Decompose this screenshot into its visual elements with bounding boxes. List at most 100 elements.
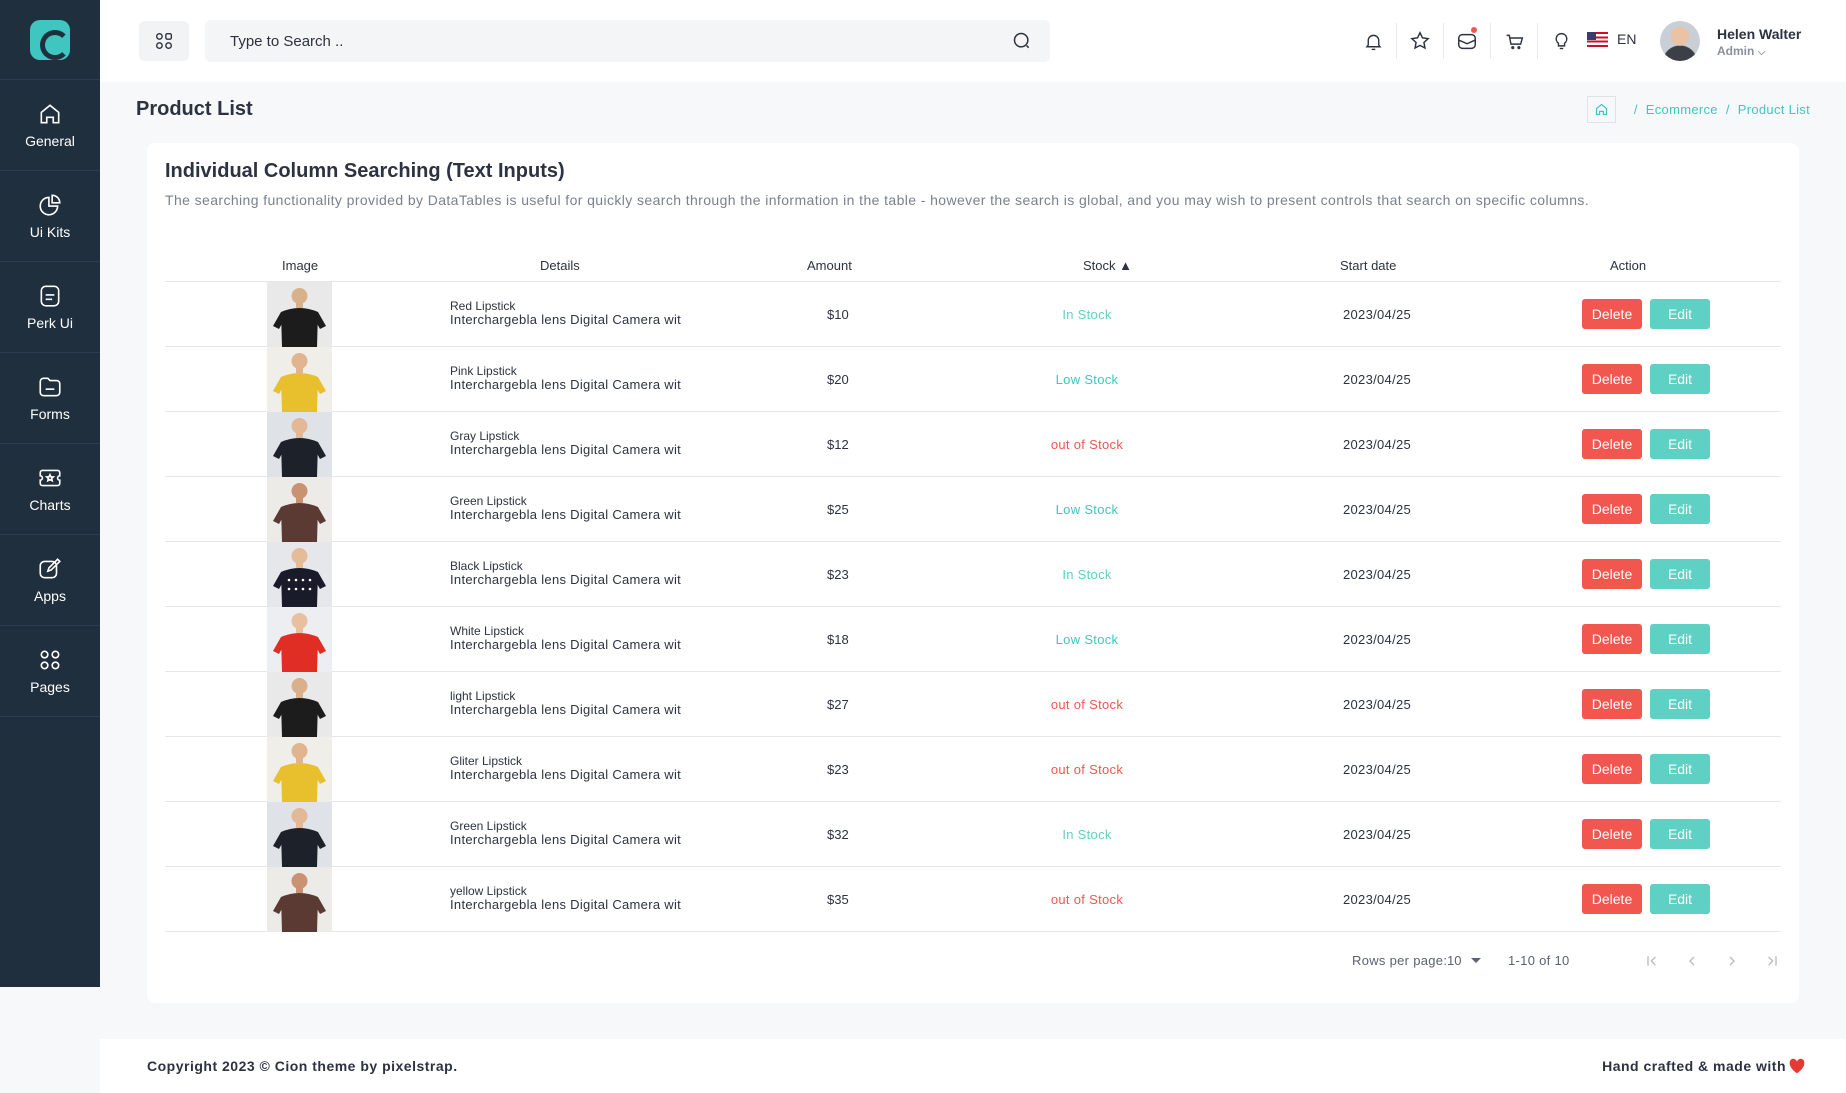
sidebar-item-forms[interactable]: Forms bbox=[0, 353, 100, 444]
lightbulb-icon bbox=[1555, 32, 1568, 49]
user-role-dropdown[interactable]: Admin ⌵ bbox=[1717, 44, 1765, 58]
start-date: 2023/04/25 bbox=[1343, 762, 1412, 777]
delete-button[interactable]: Delete bbox=[1582, 494, 1642, 524]
language-label: EN bbox=[1617, 31, 1637, 47]
edit-button[interactable]: Edit bbox=[1650, 429, 1710, 459]
column-header-start-date[interactable]: Start date bbox=[1340, 258, 1397, 273]
product-table: Image Details Amount Stock ▲ Start date … bbox=[165, 248, 1781, 932]
footer-made-with: Hand crafted & made with bbox=[1602, 1058, 1806, 1074]
sidebar-item-perk-ui[interactable]: Perk Ui bbox=[0, 262, 100, 353]
product-details: light Lipstick Interchargebla lens Digit… bbox=[450, 690, 682, 717]
delete-button[interactable]: Delete bbox=[1582, 559, 1642, 589]
column-header-action: Action bbox=[1610, 258, 1647, 273]
ideas-button[interactable] bbox=[1538, 23, 1585, 59]
avatar[interactable] bbox=[1660, 21, 1700, 61]
delete-button[interactable]: Delete bbox=[1582, 819, 1642, 849]
product-description: Interchargebla lens Digital Camera wit bbox=[450, 832, 682, 847]
product-image bbox=[267, 282, 332, 347]
caret-down-icon[interactable] bbox=[1471, 958, 1481, 963]
sidebar-item-label: Ui Kits bbox=[29, 224, 71, 240]
edit-button[interactable]: Edit bbox=[1650, 364, 1710, 394]
edit-button[interactable]: Edit bbox=[1650, 819, 1710, 849]
breadcrumb-product-list: Product List bbox=[1737, 102, 1810, 117]
search-bar bbox=[205, 20, 1050, 62]
home-icon bbox=[1595, 103, 1607, 116]
edit-button[interactable]: Edit bbox=[1650, 689, 1710, 719]
page-title: Product List bbox=[136, 98, 253, 120]
messages-button[interactable] bbox=[1444, 23, 1491, 59]
search-icon[interactable] bbox=[1012, 31, 1032, 51]
table-body: Red Lipstick Interchargebla lens Digital… bbox=[165, 282, 1781, 932]
app-logo[interactable] bbox=[0, 0, 100, 80]
sidebar-item-apps[interactable]: Apps bbox=[0, 535, 100, 626]
pagination-range: 1-10 of 10 bbox=[1508, 953, 1570, 968]
breadcrumb-home[interactable] bbox=[1586, 96, 1616, 123]
sidebar-item-pages[interactable]: Pages bbox=[0, 626, 100, 717]
start-date: 2023/04/25 bbox=[1343, 307, 1412, 322]
folder-icon bbox=[39, 377, 61, 397]
product-amount: $25 bbox=[827, 502, 849, 517]
column-header-amount[interactable]: Amount bbox=[807, 258, 852, 273]
stock-status: Low Stock bbox=[1055, 632, 1119, 647]
cart-button[interactable] bbox=[1491, 23, 1538, 59]
logo-icon bbox=[30, 19, 70, 60]
first-page-icon bbox=[1647, 956, 1656, 966]
first-page-button[interactable] bbox=[1641, 950, 1663, 972]
delete-button[interactable]: Delete bbox=[1582, 689, 1642, 719]
product-description: Interchargebla lens Digital Camera wit bbox=[450, 637, 682, 652]
apps-grid-button[interactable] bbox=[139, 21, 189, 61]
delete-button[interactable]: Delete bbox=[1582, 884, 1642, 914]
chevron-left-icon bbox=[1689, 956, 1695, 966]
previous-page-button[interactable] bbox=[1681, 950, 1703, 972]
favorites-button[interactable] bbox=[1397, 23, 1444, 59]
product-description: Interchargebla lens Digital Camera wit bbox=[450, 702, 682, 717]
edit-button[interactable]: Edit bbox=[1650, 299, 1710, 329]
delete-button[interactable]: Delete bbox=[1582, 299, 1642, 329]
start-date: 2023/04/25 bbox=[1343, 827, 1412, 842]
header-icons bbox=[1350, 23, 1585, 59]
sidebar-item-label: Apps bbox=[34, 588, 66, 604]
last-page-icon bbox=[1768, 956, 1777, 966]
notifications-button[interactable] bbox=[1350, 23, 1397, 59]
product-details: Gliter Lipstick Interchargebla lens Digi… bbox=[450, 755, 681, 782]
edit-button[interactable]: Edit bbox=[1650, 754, 1710, 784]
sidebar-item-general[interactable]: General bbox=[0, 80, 100, 171]
delete-button[interactable]: Delete bbox=[1582, 364, 1642, 394]
edit-button[interactable]: Edit bbox=[1650, 494, 1710, 524]
product-amount: $23 bbox=[827, 567, 849, 582]
footer-copyright: Copyright 2023 © Cion theme by pixelstra… bbox=[147, 1058, 458, 1074]
product-details: yellow Lipstick Interchargebla lens Digi… bbox=[450, 885, 681, 912]
sidebar: General Ui Kits Perk Ui Forms Charts App… bbox=[0, 0, 100, 987]
edit-icon bbox=[39, 558, 61, 579]
start-date: 2023/04/25 bbox=[1343, 697, 1412, 712]
footer: Copyright 2023 © Cion theme by pixelstra… bbox=[100, 1039, 1846, 1093]
mail-icon bbox=[1458, 33, 1476, 50]
card-description: The searching functionality provided by … bbox=[165, 192, 1590, 208]
breadcrumb-separator: / bbox=[1725, 102, 1730, 117]
rows-per-page-label: Rows per page: bbox=[1352, 953, 1448, 968]
column-header-image[interactable]: Image bbox=[282, 258, 319, 273]
column-header-stock[interactable]: Stock ▲ bbox=[1083, 258, 1132, 273]
grid-icon bbox=[155, 32, 173, 50]
product-amount: $12 bbox=[827, 437, 849, 452]
rows-per-page-select[interactable]: 10 bbox=[1447, 953, 1462, 968]
search-input[interactable] bbox=[205, 20, 965, 62]
table-row: yellow Lipstick Interchargebla lens Digi… bbox=[165, 867, 1781, 932]
product-details: Gray Lipstick Interchargebla lens Digita… bbox=[450, 430, 681, 457]
next-page-button[interactable] bbox=[1721, 950, 1743, 972]
edit-button[interactable]: Edit bbox=[1650, 624, 1710, 654]
last-page-button[interactable] bbox=[1761, 950, 1783, 972]
cart-icon bbox=[1506, 34, 1523, 49]
column-header-details[interactable]: Details bbox=[540, 258, 580, 273]
edit-button[interactable]: Edit bbox=[1650, 884, 1710, 914]
sidebar-item-ui-kits[interactable]: Ui Kits bbox=[0, 171, 100, 262]
edit-button[interactable]: Edit bbox=[1650, 559, 1710, 589]
breadcrumb-ecommerce[interactable]: Ecommerce bbox=[1645, 102, 1718, 117]
delete-button[interactable]: Delete bbox=[1582, 624, 1642, 654]
delete-button[interactable]: Delete bbox=[1582, 754, 1642, 784]
language-selector[interactable]: EN bbox=[1587, 31, 1636, 47]
product-table-card: Individual Column Searching (Text Inputs… bbox=[147, 143, 1799, 1003]
product-details: Green Lipstick Interchargebla lens Digit… bbox=[450, 495, 681, 522]
sidebar-item-charts[interactable]: Charts bbox=[0, 444, 100, 535]
delete-button[interactable]: Delete bbox=[1582, 429, 1642, 459]
